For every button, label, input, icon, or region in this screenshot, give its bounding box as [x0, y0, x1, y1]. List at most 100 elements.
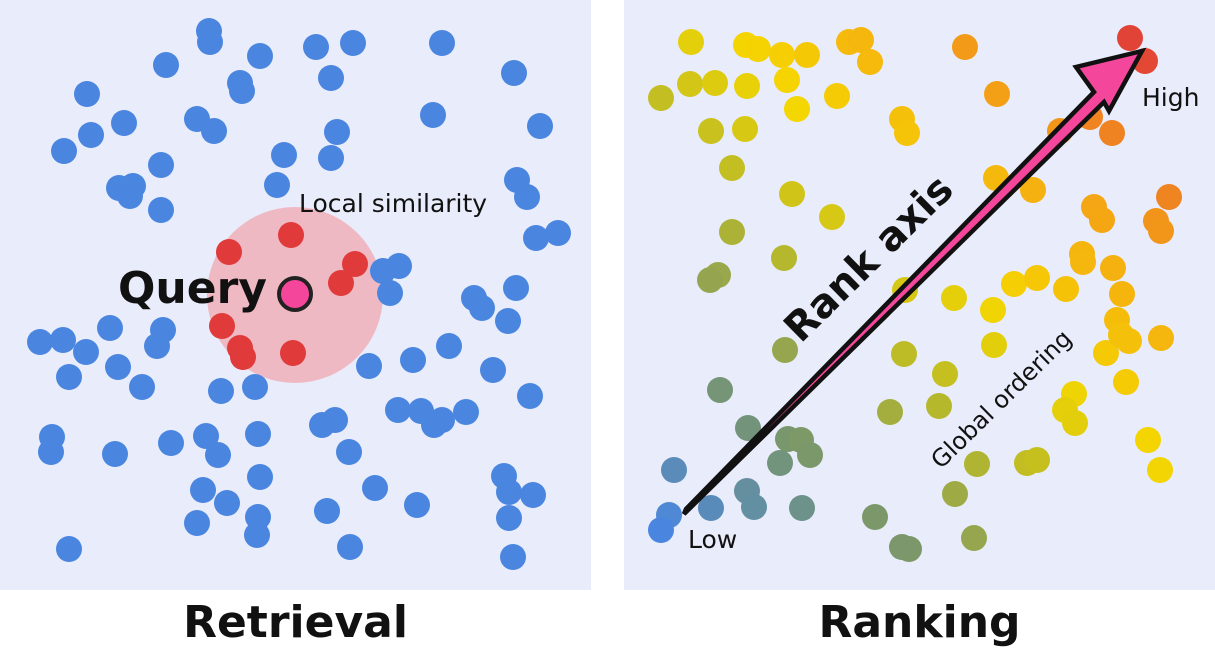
data-point	[318, 145, 344, 171]
ranked-point	[961, 525, 987, 551]
ranked-point	[719, 155, 745, 181]
ranked-point	[707, 377, 733, 403]
data-point	[242, 374, 268, 400]
ranked-point	[648, 85, 674, 111]
ranked-point	[932, 361, 958, 387]
local-similarity-label: Local similarity	[299, 189, 487, 218]
ranked-point	[889, 534, 915, 560]
data-point	[148, 197, 174, 223]
ranked-point	[698, 118, 724, 144]
ranked-point	[984, 81, 1010, 107]
ranked-point	[824, 83, 850, 109]
rank-axis-arrow	[681, 47, 1147, 516]
data-point	[503, 275, 529, 301]
ranked-point	[1062, 410, 1088, 436]
ranked-point	[734, 73, 760, 99]
data-point	[496, 479, 522, 505]
data-point	[520, 482, 546, 508]
data-point	[38, 439, 64, 465]
data-point	[144, 333, 170, 359]
data-point	[404, 492, 430, 518]
ranked-point	[1099, 120, 1125, 146]
retrieval-panel: Query Local similarity	[0, 0, 591, 590]
data-point	[362, 475, 388, 501]
data-point	[229, 78, 255, 104]
ranked-point	[941, 285, 967, 311]
ranked-point	[698, 495, 724, 521]
ranked-point	[952, 34, 978, 60]
ranked-point	[769, 42, 795, 68]
ranking-caption: Ranking	[818, 597, 1021, 648]
data-point	[264, 172, 290, 198]
data-point	[271, 142, 297, 168]
ranked-point	[1148, 325, 1174, 351]
neighbor-point	[280, 340, 306, 366]
ranked-point	[1070, 249, 1096, 275]
ranked-point	[1100, 255, 1126, 281]
data-point	[517, 383, 543, 409]
data-point	[197, 29, 223, 55]
retrieval-caption: Retrieval	[183, 597, 408, 648]
ranked-point	[784, 96, 810, 122]
data-point	[429, 30, 455, 56]
ranked-point	[745, 36, 771, 62]
data-point	[97, 315, 123, 341]
data-point	[337, 534, 363, 560]
data-point	[105, 354, 131, 380]
ranked-point	[677, 71, 703, 97]
neighbor-point	[342, 251, 368, 277]
data-point	[205, 442, 231, 468]
high-label: High	[1142, 83, 1199, 112]
data-point	[318, 65, 344, 91]
ranked-point	[1001, 271, 1027, 297]
ranked-point	[857, 49, 883, 75]
retrieval-plot: Query Local similarity	[27, 18, 571, 570]
ranked-point	[1053, 276, 1079, 302]
ranked-point	[697, 267, 723, 293]
data-point	[50, 327, 76, 353]
ranked-point	[1093, 340, 1119, 366]
data-point	[102, 441, 128, 467]
ranked-point	[797, 442, 823, 468]
data-point	[56, 536, 82, 562]
retrieval-points	[27, 18, 571, 570]
neighbor-point	[216, 239, 242, 265]
ranked-point	[1147, 457, 1173, 483]
low-label: Low	[688, 525, 737, 554]
ranked-point	[1117, 25, 1143, 51]
ranked-point	[964, 451, 990, 477]
data-point	[545, 220, 571, 246]
data-point	[117, 183, 143, 209]
data-point	[184, 510, 210, 536]
ranked-point	[926, 393, 952, 419]
ranked-point	[1148, 218, 1174, 244]
ranked-point	[719, 219, 745, 245]
data-point	[386, 253, 412, 279]
ranked-point	[732, 116, 758, 142]
data-point	[245, 421, 271, 447]
ranked-point	[942, 481, 968, 507]
ranking-panel: Rank axis Global ordering Low High	[624, 0, 1215, 590]
ranked-point	[1024, 447, 1050, 473]
ranked-point	[789, 495, 815, 521]
data-point	[527, 113, 553, 139]
data-point	[193, 423, 219, 449]
ranked-point	[678, 29, 704, 55]
ranked-point	[1020, 177, 1046, 203]
data-point	[73, 339, 99, 365]
ranked-point	[894, 120, 920, 146]
ranked-point	[862, 504, 888, 530]
data-point	[500, 544, 526, 570]
ranked-point	[771, 245, 797, 271]
data-point	[501, 60, 527, 86]
data-point	[340, 30, 366, 56]
data-point	[247, 464, 273, 490]
neighbor-point	[209, 313, 235, 339]
data-point	[469, 295, 495, 321]
neighbor-point	[230, 344, 256, 370]
ranked-point	[702, 70, 728, 96]
data-point	[247, 43, 273, 69]
data-point	[324, 119, 350, 145]
data-point	[190, 477, 216, 503]
data-point	[322, 407, 348, 433]
